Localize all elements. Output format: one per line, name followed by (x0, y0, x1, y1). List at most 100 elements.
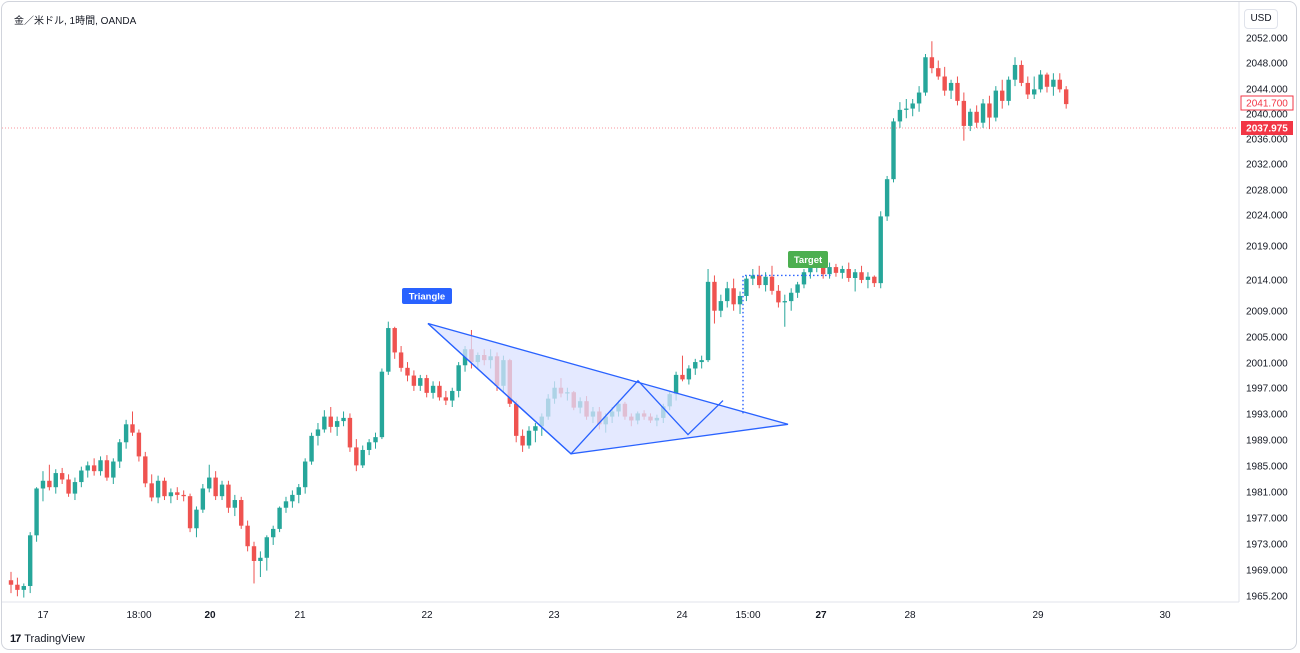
price-axis-label: 2028.000 (1246, 186, 1288, 197)
price-axis-label: 1989.000 (1246, 436, 1288, 447)
candle-body (47, 480, 52, 488)
candle-body (1025, 82, 1031, 95)
candle-body (392, 328, 397, 353)
candle-body (155, 480, 161, 498)
price-axis-label: 2019.000 (1246, 242, 1288, 253)
candle-body (891, 121, 896, 180)
candle-body (8, 580, 14, 585)
candle-body (929, 57, 935, 69)
candle-body (219, 484, 225, 497)
candle-body (53, 473, 58, 488)
candle-body (149, 483, 154, 498)
tradingview-icon: 17 (10, 633, 21, 645)
price-axis-label: 1969.000 (1246, 566, 1288, 577)
candle-body (175, 492, 180, 495)
candle-body (520, 435, 525, 446)
candle-body (750, 275, 756, 279)
triangle-zigzag (427, 323, 724, 455)
candle-body (104, 460, 110, 478)
current-price-tag (1241, 120, 1293, 135)
tradingview-logo[interactable]: 17 TradingView (10, 633, 85, 645)
price-axis-label: 1997.000 (1246, 384, 1288, 395)
candle-body (1012, 64, 1018, 80)
candle-body (443, 397, 449, 401)
candle-body (833, 267, 839, 273)
last-price-text: 2041.700 (1246, 99, 1288, 110)
candle-body (936, 68, 941, 77)
candle-body (731, 288, 736, 305)
price-axis-label: 1977.000 (1246, 514, 1288, 525)
candle-body (776, 290, 781, 303)
candle-body (239, 500, 244, 526)
candle-body (213, 477, 218, 497)
candle-body (737, 295, 743, 305)
candle-body (526, 430, 532, 446)
candle-body (514, 403, 519, 436)
candle-body (1038, 74, 1043, 90)
time-axis-label: 23 (548, 610, 560, 621)
candle-body (1032, 89, 1037, 95)
tradingview-logo-text: TradingView (24, 633, 85, 645)
candle-body (808, 265, 813, 273)
candle-body (1057, 79, 1062, 90)
candle-body (987, 103, 992, 118)
candle-body (290, 494, 295, 502)
candle-body (699, 360, 704, 363)
candle-body (72, 482, 78, 494)
candle-body (705, 281, 711, 361)
time-axis-label: 22 (421, 610, 433, 621)
candle-body (232, 500, 238, 508)
candle-body (258, 557, 263, 561)
candle-body (251, 546, 257, 561)
candle-body (725, 288, 730, 302)
candle-body (302, 461, 308, 488)
price-axis-label: 2048.000 (1246, 59, 1288, 70)
time-axis-label: 20 (204, 610, 216, 621)
price-axis-label: 2005.000 (1246, 333, 1288, 344)
candle-body (200, 488, 206, 510)
candle-body (411, 375, 417, 386)
candle-body (904, 108, 909, 110)
candle-body (718, 301, 724, 311)
current-price-text: 2037.975 (1246, 123, 1288, 134)
candle-body (878, 216, 883, 284)
triangle-label: Triangle (409, 292, 445, 303)
candle-body (207, 477, 212, 489)
time-axis-label: 27 (815, 610, 827, 621)
candle-body (40, 480, 46, 489)
time-axis-label: 28 (904, 610, 916, 621)
candle-body (782, 301, 787, 303)
triangle-label-box (402, 288, 452, 304)
candle-body (34, 488, 39, 536)
candle-body (1044, 74, 1050, 87)
candle-body (852, 272, 858, 278)
price-axis-label: 2036.000 (1246, 135, 1288, 146)
candle-body (1051, 79, 1056, 87)
currency-button[interactable]: USD (1244, 9, 1278, 29)
candle-body (993, 90, 999, 118)
candle-body (277, 507, 282, 529)
candle-body (827, 267, 832, 275)
candle-body (763, 276, 768, 286)
candle-body (296, 487, 301, 495)
candle-body (795, 284, 800, 293)
candle-body (360, 449, 365, 466)
price-axis-label: 2032.000 (1246, 160, 1288, 171)
price-axis-label: 1985.000 (1246, 462, 1288, 473)
candle-body (974, 111, 979, 123)
candle-body (418, 378, 423, 386)
price-axis-label: 2014.000 (1246, 276, 1288, 287)
price-axis-label: 2052.000 (1246, 34, 1288, 45)
candle-body (1063, 89, 1069, 105)
candle-body (456, 365, 461, 391)
candle-body (968, 111, 973, 126)
candle-body (366, 442, 372, 450)
candle-body (270, 528, 276, 538)
triangle-pattern (427, 322, 789, 455)
target-projection (742, 274, 832, 414)
candle-body (744, 278, 749, 296)
candle-body (942, 76, 947, 91)
candle-body (15, 584, 20, 590)
